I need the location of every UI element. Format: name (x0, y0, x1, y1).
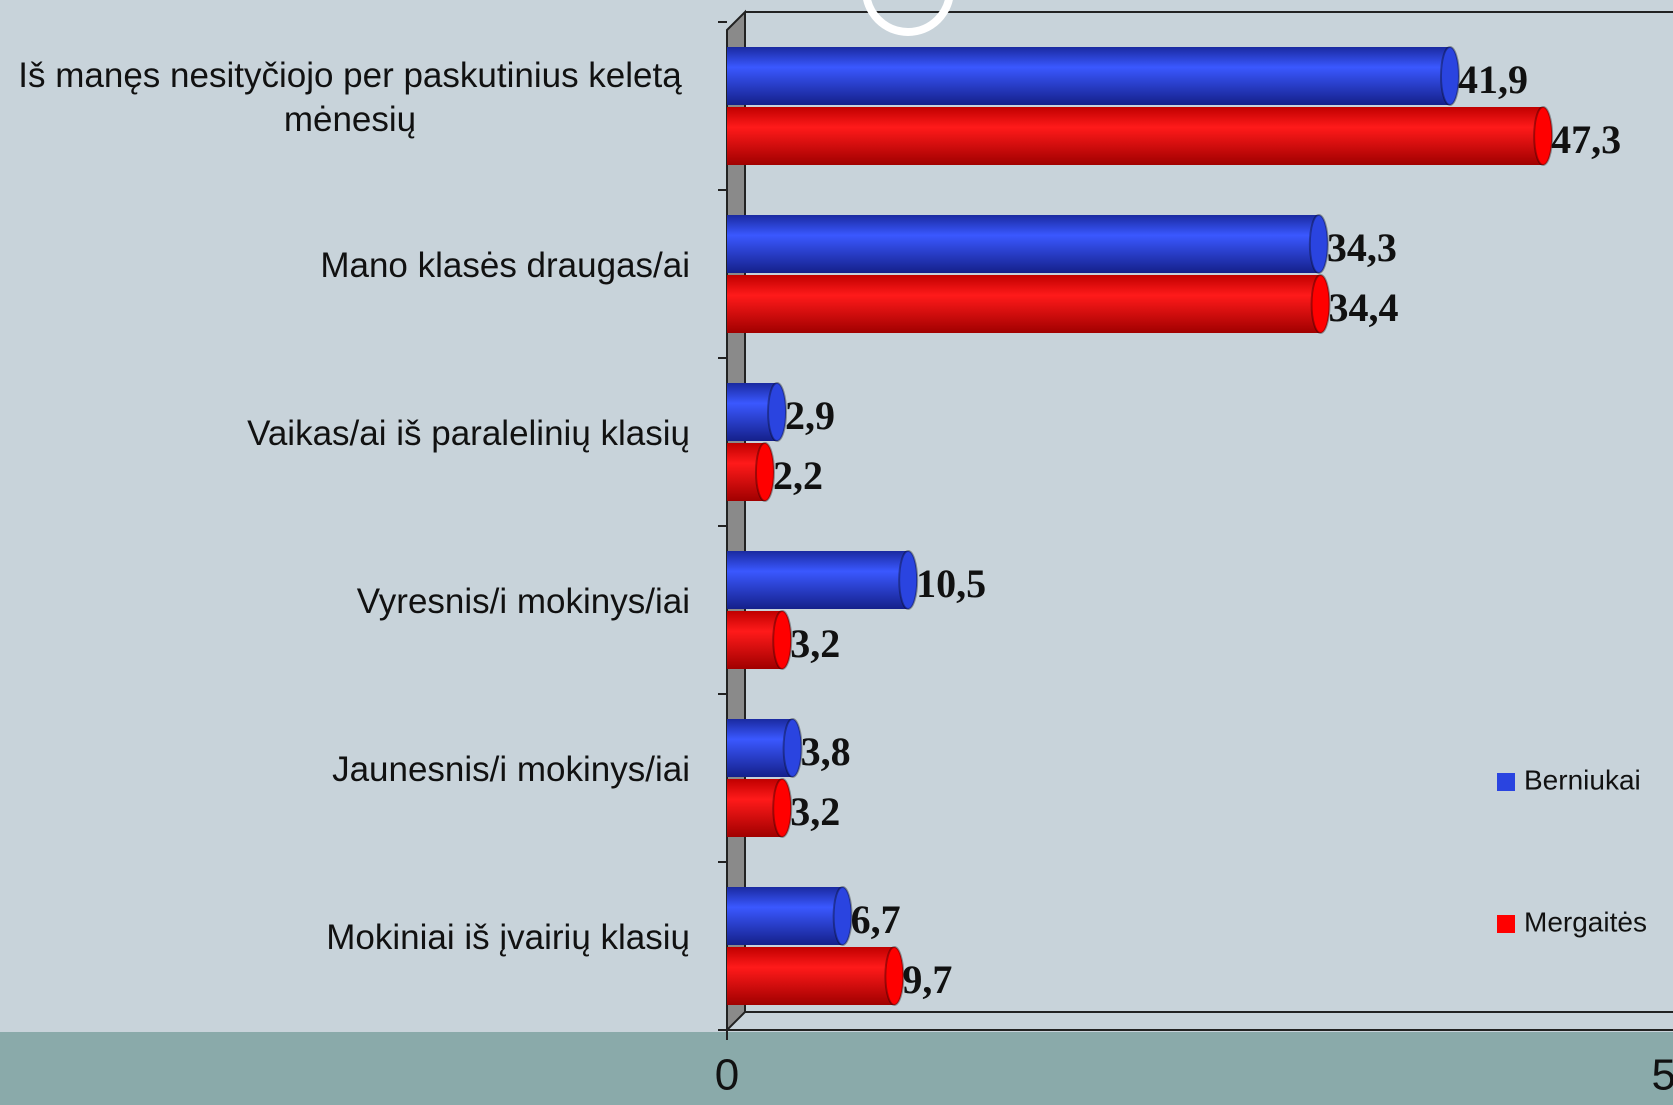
value-label: 3,8 (801, 729, 851, 774)
value-label: 3,2 (790, 789, 840, 834)
value-label: 34,4 (1329, 285, 1399, 330)
bar (727, 947, 895, 1005)
y-tick-label: Vyresnis/i mokinys/iai (356, 582, 690, 621)
bar (727, 611, 783, 669)
bar-cap (772, 778, 793, 838)
legend-swatch (1497, 773, 1515, 791)
value-label: 10,5 (916, 561, 986, 606)
legend-label: Berniukai (1524, 764, 1641, 795)
x-tick-label: 0 (715, 1051, 739, 1100)
legend-swatch (1497, 915, 1515, 933)
value-label: 9,7 (902, 957, 952, 1002)
bar-cap (767, 382, 788, 442)
bar-cap (1310, 274, 1331, 334)
value-label: 2,9 (785, 393, 835, 438)
value-label: 47,3 (1551, 117, 1621, 162)
y-tick-label: Vaikas/ai iš paralelinių klasių (247, 414, 690, 453)
bar-cap (754, 442, 775, 502)
bar-cap (1308, 214, 1329, 274)
bar (727, 47, 1450, 105)
bar (727, 887, 843, 945)
bar-cap (1533, 106, 1554, 166)
value-label: 34,3 (1327, 225, 1397, 270)
bar-cap (884, 946, 905, 1006)
bar (727, 779, 783, 837)
x-tick-label: 55 (1652, 1051, 1673, 1100)
decoration (863, 0, 953, 36)
value-label: 3,2 (790, 621, 840, 666)
footer-band (0, 1032, 1673, 1105)
bar (727, 215, 1319, 273)
y-tick-label: Mano klasės draugas/ai (320, 246, 690, 285)
value-label: 6,7 (851, 897, 901, 942)
bar (727, 107, 1544, 165)
bar-cap (1439, 46, 1460, 106)
y-tick-label: Mokiniai iš įvairių klasių (326, 918, 690, 957)
value-label: 2,2 (773, 453, 823, 498)
bar-cap (772, 610, 793, 670)
bar-cap (832, 886, 853, 946)
value-label: 41,9 (1458, 57, 1528, 102)
legend-label: Mergaitės (1524, 906, 1647, 937)
bar-cap (898, 550, 919, 610)
bar (727, 551, 909, 609)
y-tick-label: Iš manęs nesityčiojo per paskutinius kel… (18, 56, 682, 139)
bar-cap (782, 718, 803, 778)
y-tick-label: Jaunesnis/i mokinys/iai (332, 750, 690, 789)
bar (727, 719, 793, 777)
bar (727, 275, 1321, 333)
